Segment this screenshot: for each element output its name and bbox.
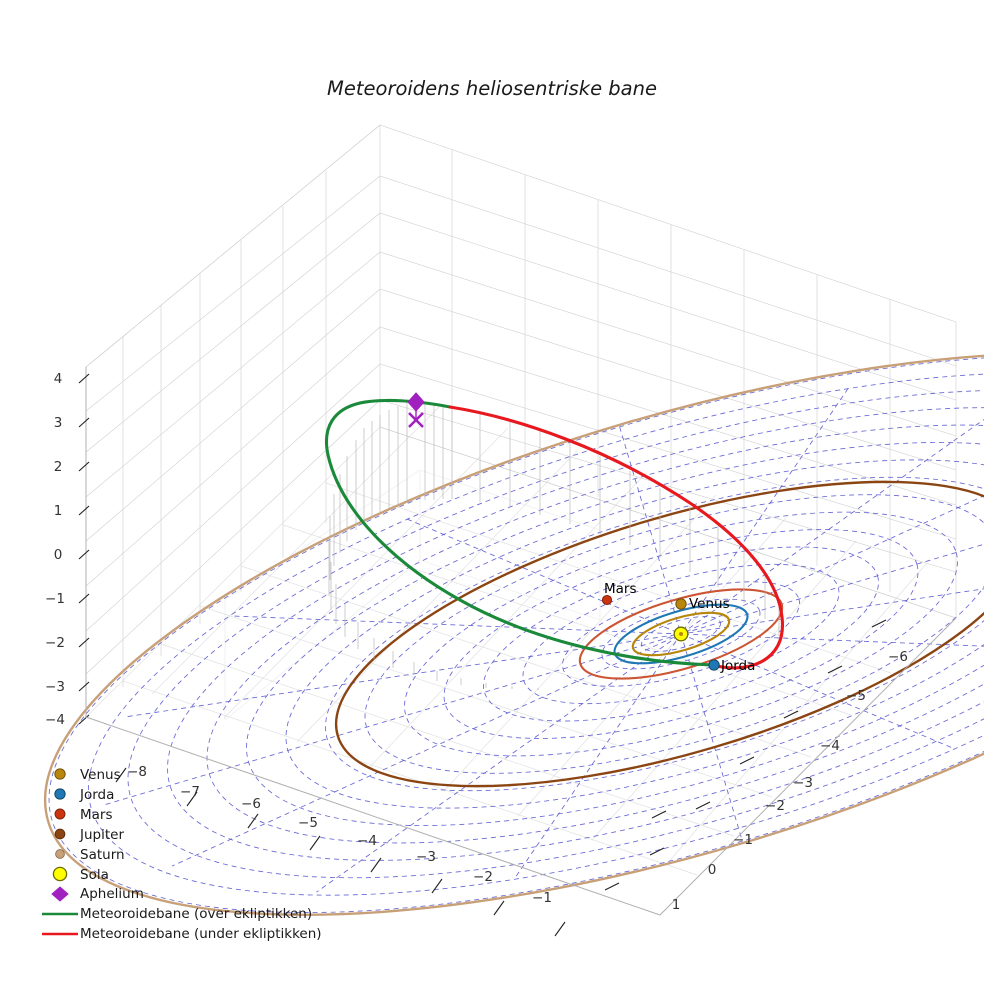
jupiter-legend-icon (54, 828, 66, 840)
z-tick-8: −4 (45, 712, 65, 728)
x-tick-7: −1 (532, 890, 552, 906)
legend-item-mars[interactable]: Mars (54, 807, 113, 823)
y-tick-2: −4 (820, 738, 840, 754)
legend-label-sola: Sola (80, 867, 109, 883)
meteoroid-orbit-below-ecliptic (448, 405, 785, 670)
pane-grid-left (85, 124, 381, 717)
legend-item-sola[interactable]: Sola (52, 866, 109, 883)
polar-grid-spokes (105, 375, 984, 893)
saturn-orbit (43, 352, 984, 916)
legend-label-saturn: Saturn (80, 847, 125, 863)
z-axis: 4 3 2 1 0 −1 −2 −3 −4 (45, 367, 90, 728)
venus-orbit (631, 611, 731, 657)
legend-label-meteoroid-below: Meteoroidebane (under ekliptikken) (80, 926, 322, 942)
z-tick-3: 1 (54, 503, 63, 519)
y-tick-5: −1 (733, 832, 753, 848)
z-tick-7: −3 (45, 679, 65, 695)
aphelium-legend-icon (51, 886, 69, 902)
legend-label-mars: Mars (80, 807, 113, 823)
z-tick-5: −1 (45, 591, 65, 607)
legend: Venus Jorda Mars Jupiter Saturn (42, 767, 322, 942)
y-tick-4: −2 (765, 798, 785, 814)
legend-item-venus[interactable]: Venus (54, 767, 121, 783)
sun-core-dot (679, 632, 683, 636)
jupiter-orbit (334, 480, 984, 788)
legend-item-jupiter[interactable]: Jupiter (54, 827, 124, 843)
legend-item-saturn[interactable]: Saturn (55, 847, 125, 863)
plot-title: Meteoroidens heliosentriske bane (327, 77, 657, 100)
floor-grid (85, 405, 957, 916)
legend-label-aphelium: Aphelium (80, 886, 144, 902)
z-axis-ticks (78, 373, 90, 725)
y-tick-7: 1 (672, 897, 681, 913)
earth-marker (708, 659, 720, 671)
y-tick-1: −5 (846, 688, 866, 704)
venus-legend-icon (54, 768, 66, 780)
y-tick-6: 0 (708, 862, 717, 878)
pane-grid-right (379, 124, 957, 619)
sola-legend-icon (52, 866, 68, 882)
z-tick-6: −2 (45, 635, 65, 651)
x-axis: −8 −7 −6 −5 −4 −3 −2 −1 (85, 716, 661, 937)
legend-item-jorda[interactable]: Jorda (54, 787, 115, 803)
legend-label-jupiter: Jupiter (79, 827, 124, 843)
z-tick-1: 3 (54, 415, 63, 431)
y-tick-0: −6 (888, 649, 908, 665)
venus-label: Venus (689, 596, 730, 612)
y-axis: −6 −5 −4 −3 −2 −1 0 1 (604, 617, 957, 916)
meteoroid-orbit-above-ecliptic (325, 398, 716, 667)
legend-item-meteoroid-below[interactable]: Meteoroidebane (under ekliptikken) (42, 926, 322, 942)
x-tick-1: −7 (180, 784, 200, 800)
y-tick-3: −3 (793, 775, 813, 791)
z-tick-2: 2 (54, 459, 63, 475)
x-tick-4: −4 (357, 833, 377, 849)
x-tick-0: −8 (127, 764, 147, 780)
legend-item-meteoroid-above[interactable]: Meteoroidebane (over ekliptikken) (42, 906, 312, 922)
legend-label-meteoroid-above: Meteoroidebane (over ekliptikken) (80, 906, 312, 922)
z-tick-0: 4 (54, 371, 63, 387)
solar-system-bodies (601, 594, 720, 671)
mars-orbit (578, 588, 784, 680)
x-tick-3: −5 (298, 815, 318, 831)
legend-label-jorda: Jorda (79, 787, 114, 803)
mars-marker (601, 594, 613, 606)
earth-label: Jorda (720, 658, 755, 674)
x-tick-6: −2 (473, 869, 493, 885)
x-tick-2: −6 (241, 796, 261, 812)
venus-marker (675, 598, 687, 610)
mars-label: Mars (604, 581, 637, 597)
x-tick-5: −3 (416, 849, 436, 865)
aphelion-marker (407, 392, 425, 412)
x-axis-ticks (115, 767, 566, 937)
planet-orbits (43, 352, 984, 916)
jorda-legend-icon (54, 788, 66, 800)
y-axis-ticks (604, 619, 887, 891)
legend-label-venus: Venus (80, 767, 121, 783)
mars-legend-icon (54, 808, 66, 820)
legend-item-aphelium[interactable]: Aphelium (51, 886, 144, 902)
z-tick-4: 0 (54, 547, 63, 563)
saturn-legend-icon (55, 849, 65, 859)
